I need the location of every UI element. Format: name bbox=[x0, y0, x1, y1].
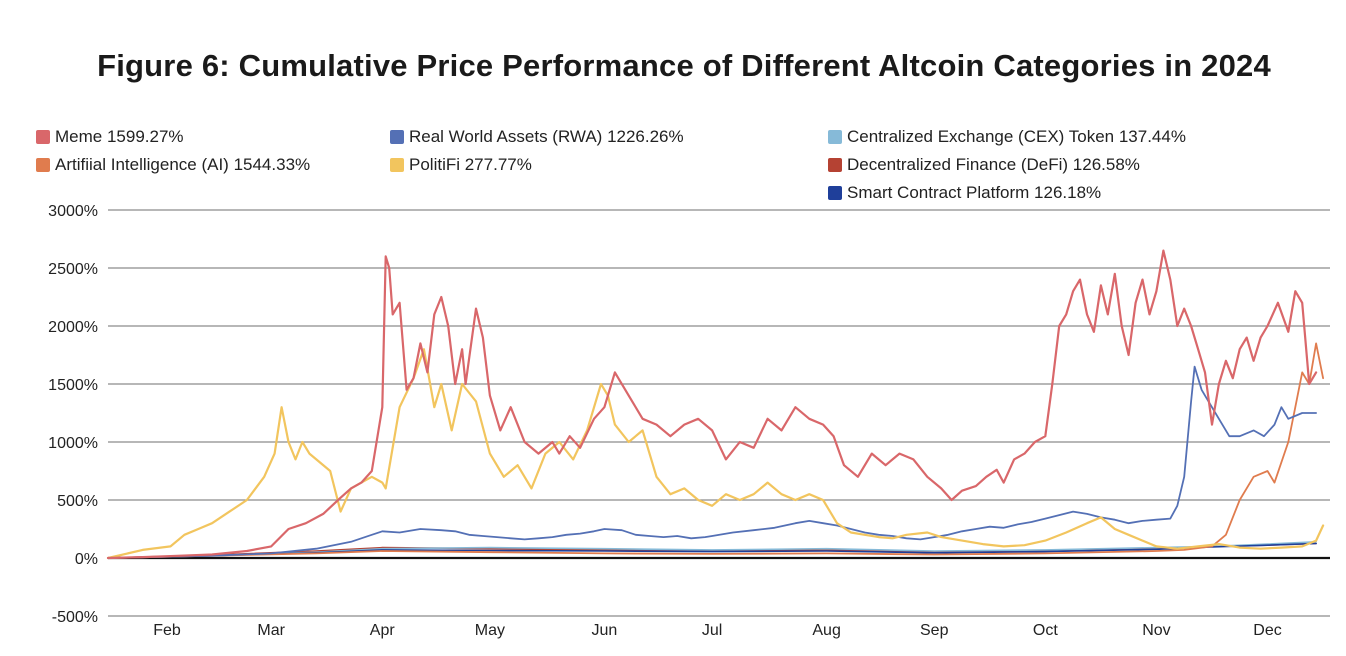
x-tick-label: Mar bbox=[257, 622, 285, 639]
legend-swatch-politifi bbox=[390, 158, 404, 172]
series-line-ai bbox=[107, 342, 1324, 559]
y-tick-label: 1000% bbox=[48, 435, 98, 452]
y-tick-label: 500% bbox=[57, 493, 98, 510]
series-line-meme bbox=[106, 249, 1318, 560]
x-axis: Feb Mar Apr May Jun Jul Aug Sep Oct Nov Dec bbox=[153, 622, 1282, 639]
x-tick-label: Jun bbox=[592, 622, 618, 639]
legend-label-politifi: PolitiFi 277.77% bbox=[409, 155, 532, 174]
y-tick-label: 2000% bbox=[48, 319, 98, 336]
legend-label-ai: Artifiial Intelligence (AI) 1544.33% bbox=[55, 155, 311, 174]
y-tick-label: 2500% bbox=[48, 261, 98, 278]
x-tick-label: Jul bbox=[702, 622, 722, 639]
y-tick-label: 1500% bbox=[48, 377, 98, 394]
legend-swatch-smart-contract bbox=[828, 186, 842, 200]
legend-label-cex: Centralized Exchange (CEX) Token 137.44% bbox=[847, 127, 1186, 146]
legend-swatch-defi bbox=[828, 158, 842, 172]
series-line-politifi bbox=[106, 348, 1325, 560]
legend-item-cex[interactable]: Centralized Exchange (CEX) Token 137.44% bbox=[828, 127, 1186, 147]
legend-item-smart-contract[interactable]: Smart Contract Platform 126.18% bbox=[828, 183, 1101, 203]
x-tick-label: Sep bbox=[920, 622, 949, 639]
legend-item-ai[interactable]: Artifiial Intelligence (AI) 1544.33% bbox=[36, 155, 310, 175]
x-tick-label: Dec bbox=[1253, 622, 1281, 639]
legend-item-politifi[interactable]: PolitiFi 277.77% bbox=[390, 155, 532, 175]
grid bbox=[108, 209, 1330, 617]
legend-item-defi[interactable]: Decentralized Finance (DeFi) 126.58% bbox=[828, 155, 1140, 175]
x-tick-label: Nov bbox=[1142, 622, 1170, 639]
series-line-rwa bbox=[107, 365, 1317, 559]
legend-swatch-rwa bbox=[390, 130, 404, 144]
chart-title-text: Cumulative Price Performance of Differen… bbox=[238, 48, 1271, 83]
legend-item-rwa[interactable]: Real World Assets (RWA) 1226.26% bbox=[390, 127, 684, 147]
legend-label-defi: Decentralized Finance (DeFi) 126.58% bbox=[847, 155, 1140, 174]
x-tick-label: Apr bbox=[370, 622, 396, 639]
y-axis: 3000% 2500% 2000% 1500% 1000% 500% 0% -500% bbox=[48, 203, 98, 626]
x-tick-label: Aug bbox=[812, 622, 840, 639]
legend-item-meme[interactable]: Meme 1599.27% bbox=[36, 127, 184, 147]
legend-swatch-cex bbox=[828, 130, 842, 144]
legend-label-meme: Meme 1599.27% bbox=[55, 127, 184, 146]
y-tick-label: 0% bbox=[75, 551, 98, 568]
chart-title: Figure 6: Cumulative Price Performance o… bbox=[0, 48, 1346, 84]
x-tick-label: May bbox=[475, 622, 505, 639]
legend-swatch-meme bbox=[36, 130, 50, 144]
legend-label-rwa: Real World Assets (RWA) 1226.26% bbox=[409, 127, 684, 146]
y-tick-label: 3000% bbox=[48, 203, 98, 220]
legend-swatch-ai bbox=[36, 158, 50, 172]
series-group bbox=[106, 249, 1325, 560]
x-tick-label: Feb bbox=[153, 622, 181, 639]
y-tick-label: -500% bbox=[52, 609, 98, 626]
legend-label-smart-contract: Smart Contract Platform 126.18% bbox=[847, 183, 1102, 202]
chart-title-bold: Figure 6: bbox=[97, 48, 230, 83]
legend: Meme 1599.27% Artifiial Intelligence (AI… bbox=[0, 0, 1346, 210]
x-tick-label: Oct bbox=[1033, 622, 1058, 639]
